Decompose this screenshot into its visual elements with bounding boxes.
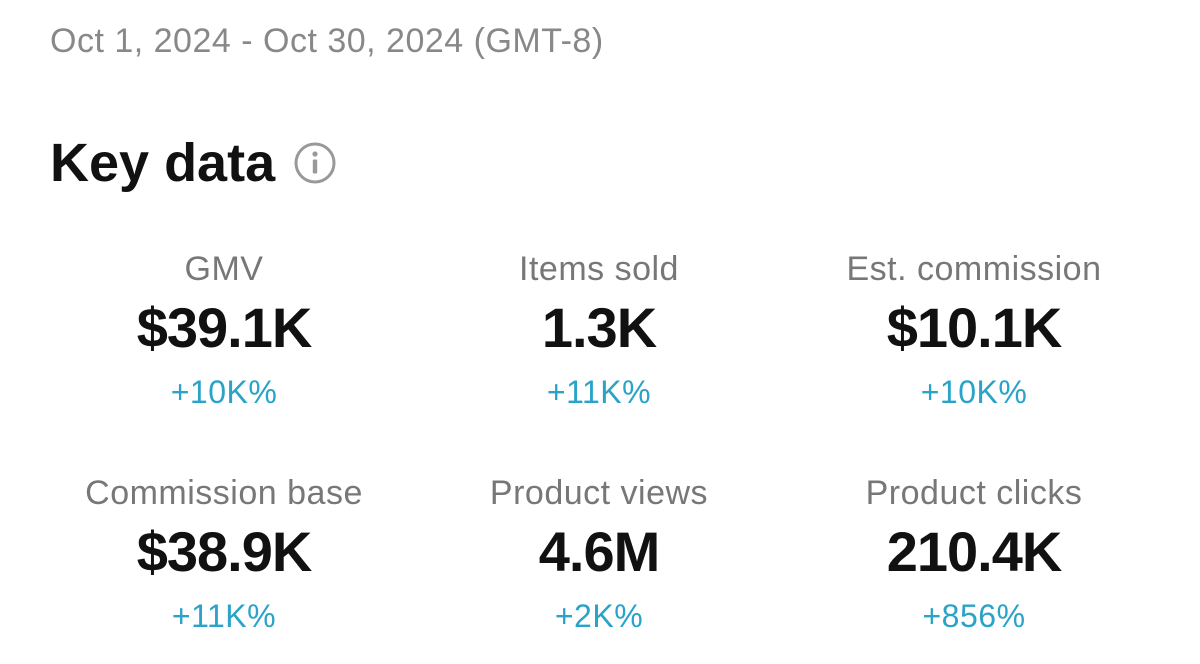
metric-card[interactable]: Product views 4.6M +2K%	[399, 474, 799, 635]
metric-label: Est. commission	[846, 250, 1102, 288]
metric-change: +11K%	[171, 598, 277, 634]
metric-label: Commission base	[85, 474, 363, 512]
metric-label: GMV	[184, 250, 264, 288]
metric-value: $10.1K	[886, 296, 1063, 359]
metric-value: 1.3K	[541, 296, 657, 359]
metric-card[interactable]: Items sold 1.3K +11K%	[399, 250, 799, 411]
metric-value: 4.6M	[538, 520, 661, 583]
metric-card[interactable]: Product clicks 210.4K +856%	[774, 474, 1174, 635]
metric-label: Product clicks	[865, 474, 1083, 512]
metric-label: Items sold	[519, 250, 679, 288]
metric-change: +2K%	[554, 598, 644, 634]
metric-change: +10K%	[920, 374, 1028, 410]
metric-card[interactable]: Commission base $38.9K +11K%	[24, 474, 424, 635]
metric-value: 210.4K	[886, 520, 1063, 583]
info-icon[interactable]	[293, 141, 337, 185]
metric-card[interactable]: GMV $39.1K +10K%	[24, 250, 424, 411]
title-text: Key data	[50, 133, 276, 193]
metric-change: +856%	[922, 598, 1026, 634]
metric-change: +11K%	[546, 374, 652, 410]
metric-card[interactable]: Est. commission $10.1K +10K%	[774, 250, 1174, 411]
metric-change: +10K%	[170, 374, 278, 410]
date-range[interactable]: Oct 1, 2024 - Oct 30, 2024 (GMT-8)	[50, 22, 604, 60]
metric-label: Product views	[489, 474, 709, 512]
section-title: Key data	[50, 132, 337, 194]
metric-value: $39.1K	[136, 296, 313, 359]
metric-value: $38.9K	[136, 520, 313, 583]
